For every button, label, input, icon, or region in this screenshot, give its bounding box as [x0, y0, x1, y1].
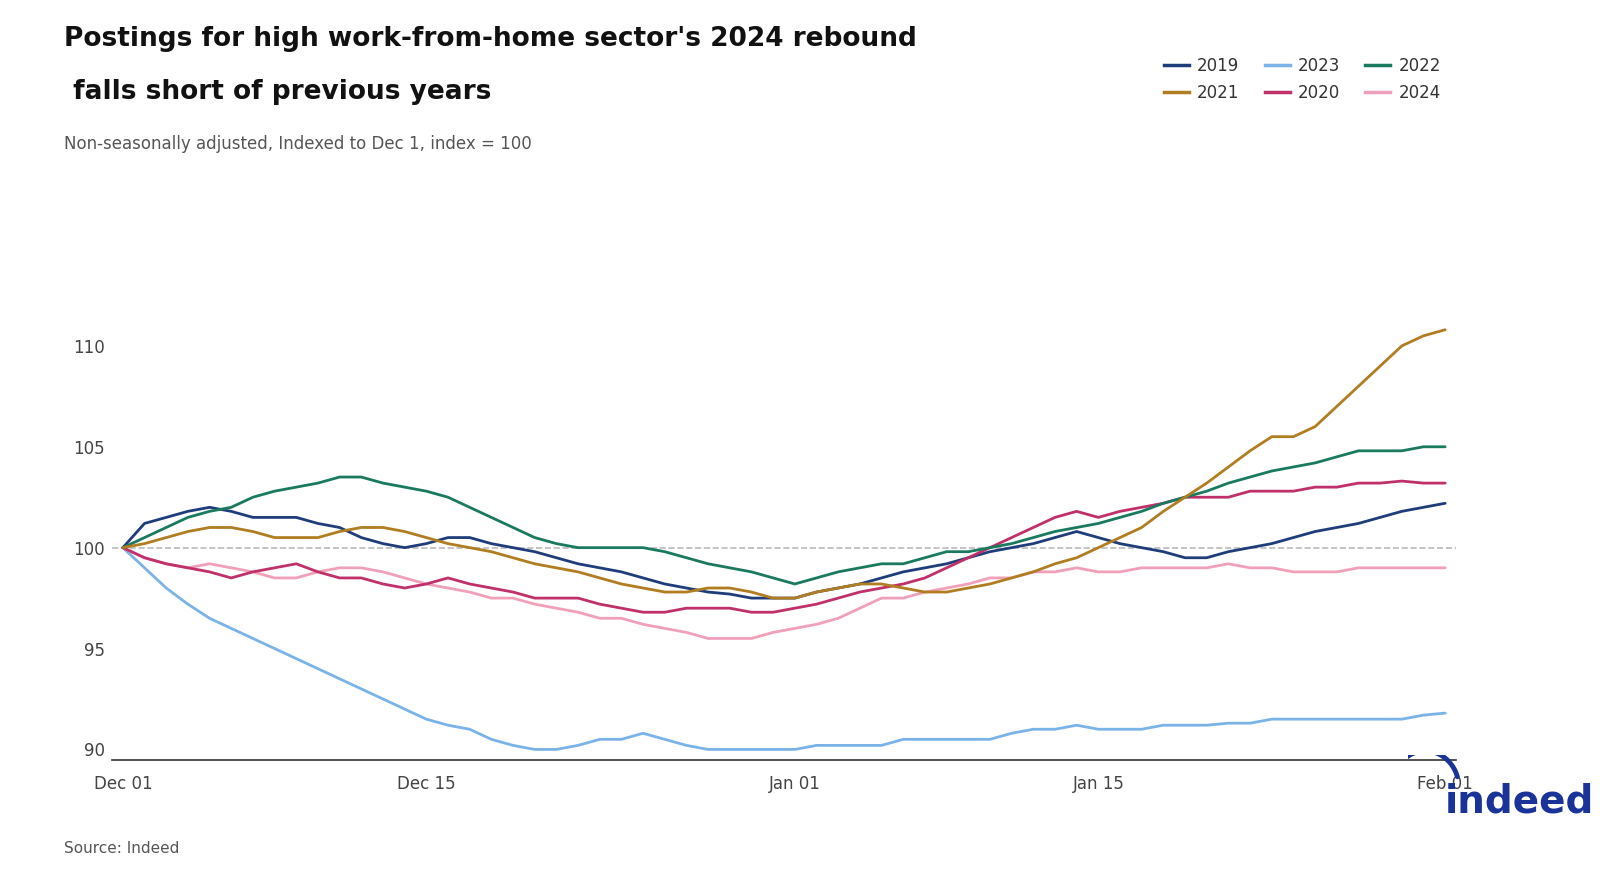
- Text: indeed: indeed: [1445, 782, 1594, 821]
- Text: falls short of previous years: falls short of previous years: [64, 79, 491, 105]
- Legend: 2019, 2021, 2023, 2020, 2022, 2024: 2019, 2021, 2023, 2020, 2022, 2024: [1157, 51, 1448, 108]
- Text: Non-seasonally adjusted, Indexed to Dec 1, index = 100: Non-seasonally adjusted, Indexed to Dec …: [64, 135, 531, 154]
- Text: Postings for high work-from-home sector's 2024 rebound: Postings for high work-from-home sector'…: [64, 26, 917, 52]
- Text: Source: Indeed: Source: Indeed: [64, 841, 179, 856]
